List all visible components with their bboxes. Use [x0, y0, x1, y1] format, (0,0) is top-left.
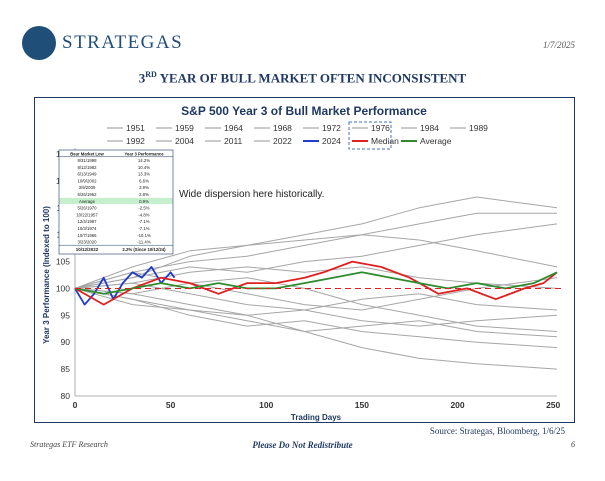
table-cell: 3/9/2009	[79, 185, 96, 190]
table-current-cell: 2.2% (Since 10/12/24)	[122, 247, 166, 252]
series-line-1964	[74, 212, 557, 289]
table-cell: 5/26/1970	[77, 206, 97, 211]
series-line-1951	[74, 223, 558, 289]
page-title: 3RD YEAR OF BULL MARKET OFTEN INCONSISTE…	[0, 70, 605, 86]
chart-svg: S&P 500 Year 3 of Bull Market Performanc…	[42, 104, 561, 422]
y-tick-label: 80	[61, 391, 71, 401]
table-cell: 10.4%	[138, 165, 150, 170]
brand-name: STRATEGAS	[62, 32, 184, 53]
series-line-1976	[74, 287, 558, 370]
title-ordinal: 3	[138, 70, 146, 86]
legend-highlight-box	[348, 121, 392, 150]
series-line-1968	[74, 287, 558, 327]
legend-label-1972: 1972	[322, 123, 341, 133]
legend-label-1976: 1976	[371, 123, 390, 133]
legend-label-1964: 1964	[224, 123, 243, 133]
table-cell: 10/3/1974	[77, 226, 97, 231]
table-cell: -7.1%	[138, 219, 149, 224]
series-line-1972	[74, 196, 558, 289]
x-tick-label: 150	[355, 400, 369, 410]
chart-frame: S&P 500 Year 3 of Bull Market Performanc…	[34, 97, 575, 423]
brand-logo: STRATEGAS	[22, 26, 183, 60]
table-header-cell: Bear Market Low	[70, 152, 104, 157]
table-cell: -11.4%	[137, 240, 150, 245]
y-tick-label: 105	[56, 257, 70, 267]
table-cell: 3/23/2020	[77, 240, 97, 245]
source-note: Source: Strategas, Bloomberg, 1/6/25	[429, 426, 565, 436]
x-axis-label: Trading Days	[291, 413, 342, 422]
table-cell: 10/22/1957	[76, 212, 98, 217]
chart-annotation: Wide dispersion here historically.	[179, 189, 324, 200]
legend-label-2004: 2004	[175, 136, 194, 146]
y-tick-label: 100	[56, 283, 70, 293]
legend-label-2024: 2024	[322, 136, 341, 146]
table-cell: 8/12/1982	[77, 165, 97, 170]
series-line-1992	[74, 266, 558, 289]
y-tick-label: 90	[61, 337, 71, 347]
series-line-1984	[74, 282, 558, 311]
y-axis-label: Year 3 Performance (Indexed to 100)	[42, 206, 51, 344]
table-cell: Average	[79, 199, 96, 204]
table-cell: 8/31/1998	[77, 158, 97, 163]
series-line-2004	[74, 234, 558, 289]
table-cell: 13.3%	[138, 172, 150, 177]
logo-emblem-icon	[22, 26, 56, 60]
x-tick-label: 250	[546, 400, 560, 410]
series-line-1989	[74, 271, 558, 311]
table-cell: 6/26/1962	[77, 192, 97, 197]
legend-label-1984: 1984	[420, 123, 439, 133]
x-tick-label: 200	[450, 400, 464, 410]
table-cell: 14.2%	[138, 158, 150, 163]
table-header-cell: Year 3 Performance	[124, 152, 164, 157]
legend-label-1992: 1992	[126, 136, 145, 146]
table-cell: 3.9%	[139, 185, 149, 190]
report-date: 1/7/2025	[542, 40, 575, 50]
legend-label-average: Average	[420, 136, 452, 146]
x-tick-label: 0	[73, 400, 78, 410]
series-line-2022	[74, 277, 558, 332]
page-number: 6	[571, 440, 575, 449]
legend-label-2022: 2022	[273, 136, 292, 146]
legend-label-median: Median	[371, 136, 399, 146]
table-cell: 10/9/2002	[77, 178, 97, 183]
series-line-2011	[74, 287, 558, 349]
table-cell: -10.1%	[137, 233, 151, 238]
table-cell: 0.9%	[139, 199, 149, 204]
table-current-cell: 10/12/2022	[76, 247, 99, 252]
series-line-2024	[74, 266, 176, 306]
y-tick-label: 85	[61, 364, 71, 374]
table-cell: -7.1%	[138, 226, 149, 231]
footer-left: Strategas ETF Research	[30, 440, 108, 449]
series-line-median	[74, 260, 558, 306]
x-tick-label: 50	[166, 400, 176, 410]
table-cell: -4.8%	[138, 212, 149, 217]
series-line-average	[74, 271, 558, 295]
y-tick-label: 95	[61, 310, 71, 320]
legend-label-1989: 1989	[469, 123, 488, 133]
title-text: YEAR OF BULL MARKET OFTEN INCONSISTENT	[156, 70, 467, 86]
legend-label-1951: 1951	[126, 123, 145, 133]
title-ordinal-suffix: RD	[145, 70, 157, 79]
footer-center: Please Do Not Redistribute	[252, 440, 353, 450]
table-cell: 6.6%	[139, 178, 149, 183]
legend-label-1959: 1959	[175, 123, 194, 133]
table-average-highlight	[59, 197, 173, 205]
x-tick-label: 100	[259, 400, 273, 410]
legend-label-1968: 1968	[273, 123, 292, 133]
table-cell: -2.5%	[138, 206, 149, 211]
chart-title: S&P 500 Year 3 of Bull Market Performanc…	[181, 104, 427, 118]
table-cell: 10/7/1966	[77, 233, 97, 238]
table-cell: 12/4/1987	[77, 219, 97, 224]
table-cell: 2.8%	[139, 192, 149, 197]
table-cell: 6/13/1949	[77, 172, 97, 177]
legend-label-2011: 2011	[224, 136, 243, 146]
